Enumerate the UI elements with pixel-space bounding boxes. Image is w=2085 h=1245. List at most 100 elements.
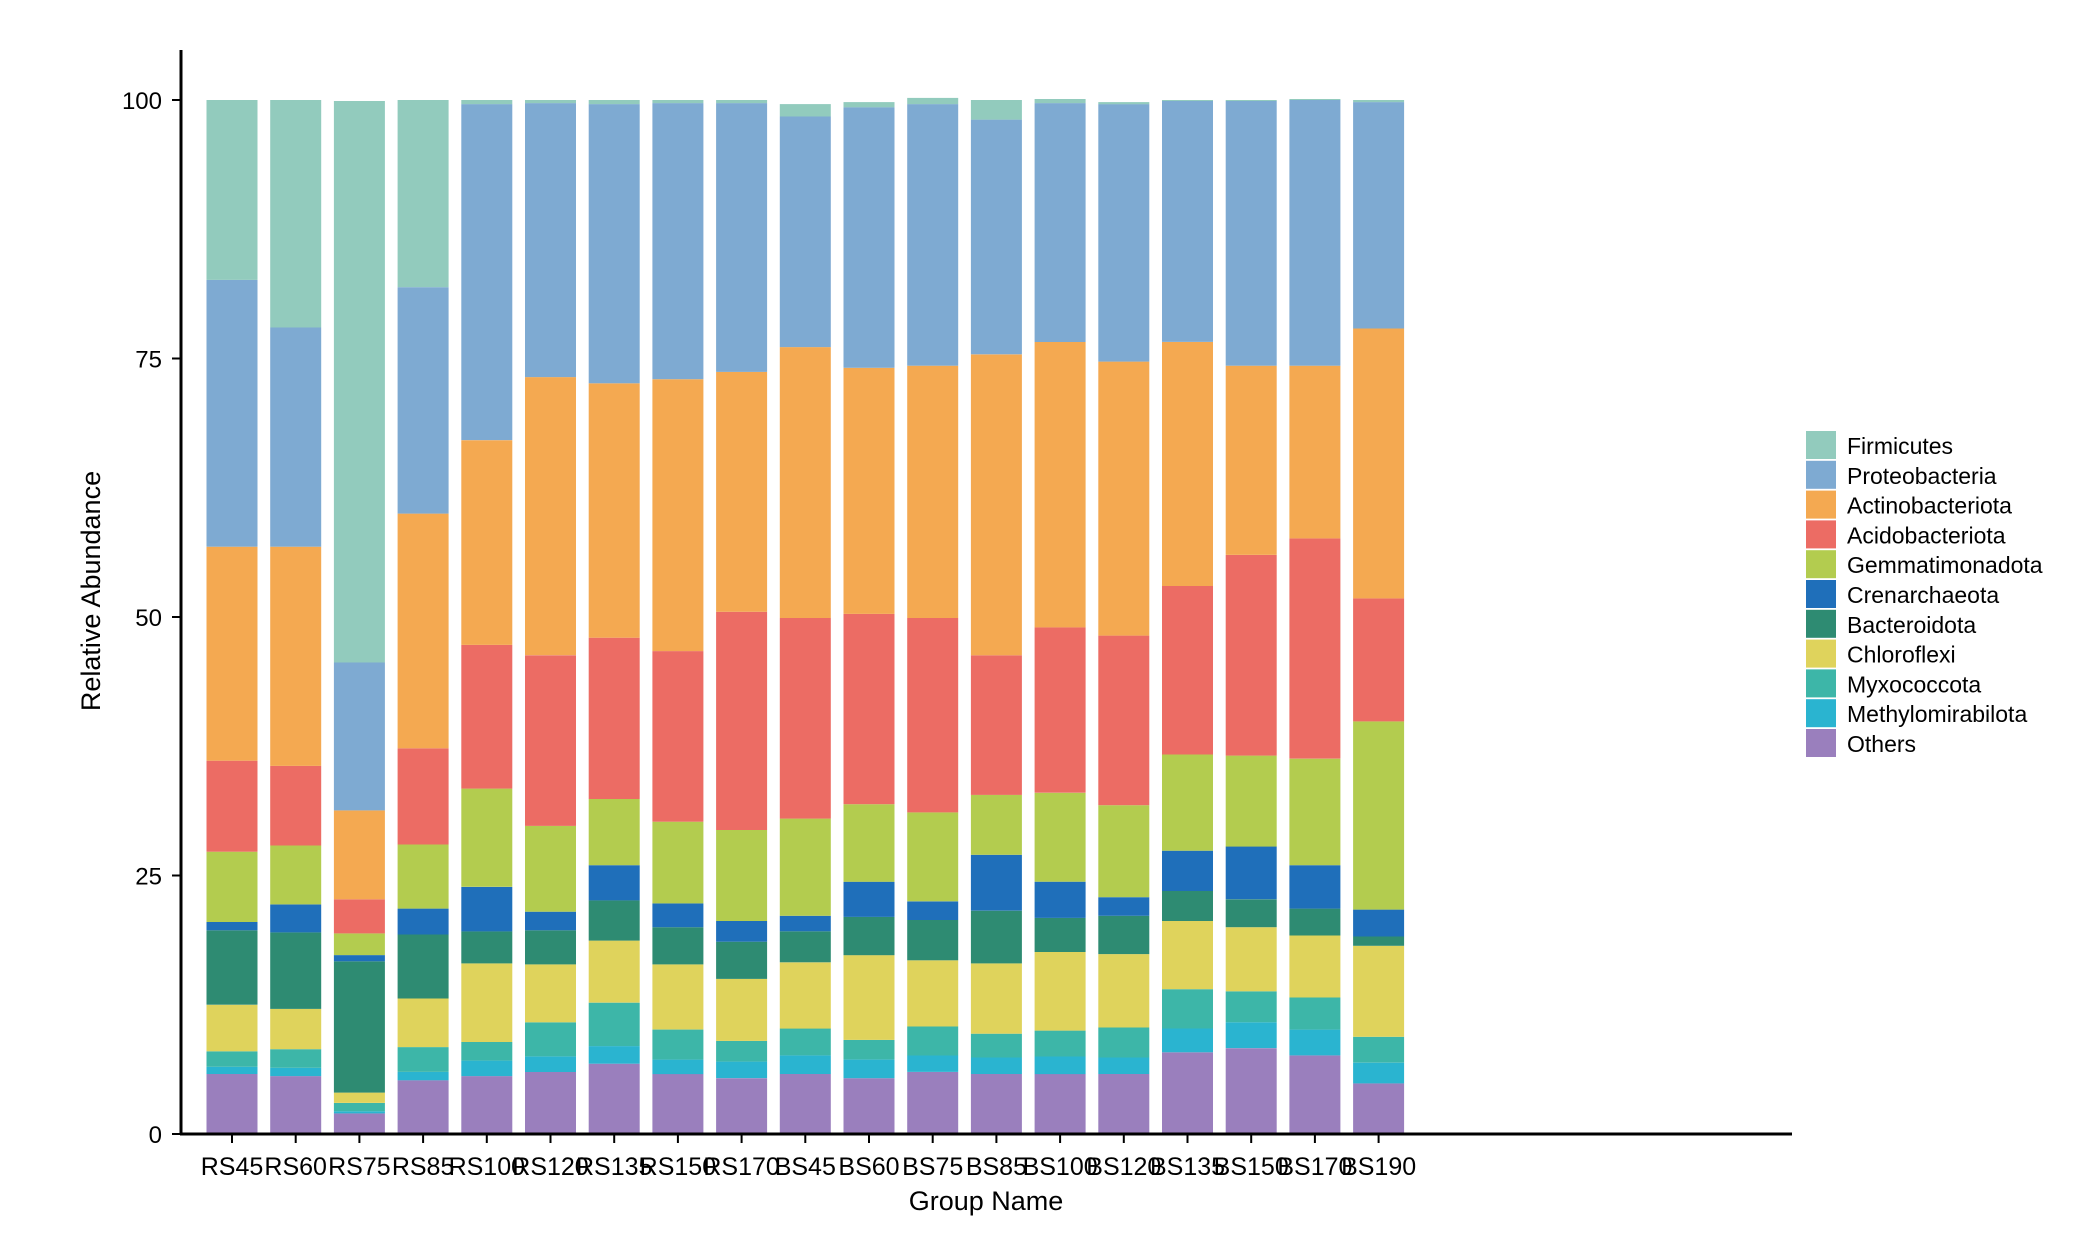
bar-segment-myxococcota-bs170 <box>1289 997 1341 1030</box>
bar-segment-bacteroidota-bs190 <box>1353 936 1405 946</box>
bar-segment-crenarchaeota-rs75 <box>333 955 385 962</box>
x-tick-label: BS190 <box>1341 1153 1416 1181</box>
bar-segment-gemmatimonadota-bs135 <box>1162 754 1213 851</box>
bar-segment-others-bs190 <box>1353 1083 1405 1134</box>
bar-segment-others-rs135 <box>588 1063 640 1134</box>
bar-segment-methylomirabilota-bs120 <box>1098 1057 1150 1074</box>
bar-segment-gemmatimonadota-bs100 <box>1034 792 1086 882</box>
bar-segment-bacteroidota-bs170 <box>1289 908 1341 936</box>
bar-segment-firmicutes-bs85 <box>970 100 1022 120</box>
bar-segment-gemmatimonadota-rs75 <box>333 933 385 956</box>
bar-segment-firmicutes-rs170 <box>716 100 768 104</box>
bar-segment-methylomirabilota-bs45 <box>779 1055 831 1074</box>
bar-segment-bacteroidota-bs45 <box>779 931 831 963</box>
bar-segment-firmicutes-bs120 <box>1098 102 1150 105</box>
bar-segment-firmicutes-rs150 <box>652 100 704 104</box>
legend-swatch <box>1806 490 1836 519</box>
y-tick-label: 75 <box>135 347 162 374</box>
bar-segment-actinobacteriota-bs45 <box>779 347 831 618</box>
bar-segment-chloroflexi-bs75 <box>907 960 959 1027</box>
bar-segment-myxococcota-rs45 <box>206 1051 258 1067</box>
x-tick-label: RS45 <box>201 1153 264 1181</box>
bar-segment-myxococcota-rs60 <box>270 1049 322 1068</box>
bar-segment-others-rs85 <box>397 1080 449 1134</box>
bar-segment-crenarchaeota-bs45 <box>779 915 831 932</box>
bar-segment-acidobacteriota-bs135 <box>1162 586 1213 755</box>
legend-item-gemmatimonadota: Gemmatimonadota <box>1806 550 2043 579</box>
bars-layer <box>206 97 1405 1134</box>
bar-segment-acidobacteriota-bs190 <box>1353 598 1405 722</box>
bar-segment-bacteroidota-bs60 <box>843 916 895 956</box>
legend-swatch <box>1806 460 1836 489</box>
bar-segment-proteobacteria-rs150 <box>652 103 704 380</box>
bar-segment-gemmatimonadota-rs85 <box>397 844 449 909</box>
bar-segment-firmicutes-rs85 <box>397 100 449 288</box>
bar-segment-proteobacteria-rs170 <box>716 103 768 372</box>
bar-segment-gemmatimonadota-rs100 <box>461 788 513 887</box>
bar-segment-chloroflexi-rs75 <box>333 1092 385 1103</box>
bar-segment-others-rs45 <box>206 1074 258 1134</box>
bar-segment-gemmatimonadota-bs190 <box>1353 721 1405 910</box>
bar-segment-gemmatimonadota-rs45 <box>206 851 258 922</box>
bar-segment-firmicutes-bs45 <box>779 104 831 117</box>
bar-segment-proteobacteria-bs190 <box>1353 102 1405 329</box>
bar-segment-bacteroidota-bs135 <box>1162 891 1213 921</box>
bar-segment-acidobacteriota-rs100 <box>461 644 513 789</box>
bar-stack-BS120 <box>1098 102 1150 1134</box>
bar-segment-actinobacteriota-rs100 <box>461 440 513 645</box>
x-axis-label: Group Name <box>909 1186 1064 1216</box>
legend-label: Acidobacteriota <box>1847 522 2006 548</box>
bar-segment-acidobacteriota-bs75 <box>907 618 959 813</box>
bar-segment-methylomirabilota-rs75 <box>333 1111 385 1114</box>
bar-segment-crenarchaeota-rs45 <box>206 922 258 931</box>
bar-segment-gemmatimonadota-bs75 <box>907 812 959 902</box>
x-tick-label: RS75 <box>328 1153 391 1181</box>
bar-segment-others-rs150 <box>652 1074 704 1134</box>
legend-item-others: Others <box>1806 729 1916 757</box>
legend-label: Chloroflexi <box>1847 642 1956 668</box>
bar-segment-crenarchaeota-rs60 <box>270 904 322 933</box>
legend: Firmicutes Proteobacteria Actinobacteriota… <box>1806 431 2043 757</box>
x-tick-label: BS120 <box>1086 1153 1161 1181</box>
bar-stack-RS150 <box>652 100 704 1134</box>
bar-segment-gemmatimonadota-rs120 <box>525 825 576 912</box>
bar-segment-others-rs120 <box>525 1072 576 1134</box>
bar-segment-proteobacteria-bs170 <box>1289 100 1341 366</box>
bar-segment-bacteroidota-rs135 <box>588 900 640 941</box>
legend-swatch <box>1806 609 1836 638</box>
bar-segment-acidobacteriota-bs60 <box>843 613 895 805</box>
bar-stack-RS60 <box>270 100 322 1134</box>
legend-label: Myxococcota <box>1847 671 1981 697</box>
x-tick-label: BS170 <box>1277 1153 1352 1181</box>
x-tick-label: RS135 <box>576 1153 652 1181</box>
bar-stack-BS60 <box>843 102 895 1134</box>
bar-segment-firmicutes-rs135 <box>588 100 640 105</box>
bar-segment-chloroflexi-rs150 <box>652 964 704 1030</box>
bar-segment-others-bs85 <box>970 1074 1022 1134</box>
bar-stack-RS120 <box>525 100 576 1134</box>
bar-segment-methylomirabilota-bs150 <box>1225 1022 1277 1049</box>
bar-segment-proteobacteria-rs60 <box>270 327 322 547</box>
bar-segment-chloroflexi-bs45 <box>779 962 831 1029</box>
bar-segment-acidobacteriota-rs135 <box>588 637 640 799</box>
bar-segment-chloroflexi-rs45 <box>206 1004 258 1052</box>
bar-segment-firmicutes-rs60 <box>270 100 322 328</box>
bar-segment-firmicutes-bs60 <box>843 102 895 108</box>
bar-segment-actinobacteriota-bs60 <box>843 367 895 614</box>
bar-segment-gemmatimonadota-bs45 <box>779 818 831 916</box>
axes-layer <box>179 50 1792 1136</box>
bar-segment-chloroflexi-bs170 <box>1289 935 1341 998</box>
bar-segment-proteobacteria-bs45 <box>779 116 831 348</box>
legend-label: Crenarchaeota <box>1847 582 1999 608</box>
bar-segment-crenarchaeota-bs120 <box>1098 897 1150 916</box>
legend-item-bacteroidota: Bacteroidota <box>1806 609 1976 638</box>
legend-item-proteobacteria: Proteobacteria <box>1806 460 1997 489</box>
legend-swatch <box>1806 729 1836 757</box>
x-tick-label: BS85 <box>966 1153 1027 1181</box>
bar-segment-acidobacteriota-bs45 <box>779 618 831 819</box>
bar-segment-methylomirabilota-bs100 <box>1034 1056 1086 1075</box>
bar-segment-proteobacteria-bs100 <box>1034 103 1086 342</box>
bar-segment-crenarchaeota-rs85 <box>397 908 449 935</box>
legend-label: Gemmatimonadota <box>1847 552 2043 578</box>
bar-segment-actinobacteriota-bs135 <box>1162 342 1213 586</box>
